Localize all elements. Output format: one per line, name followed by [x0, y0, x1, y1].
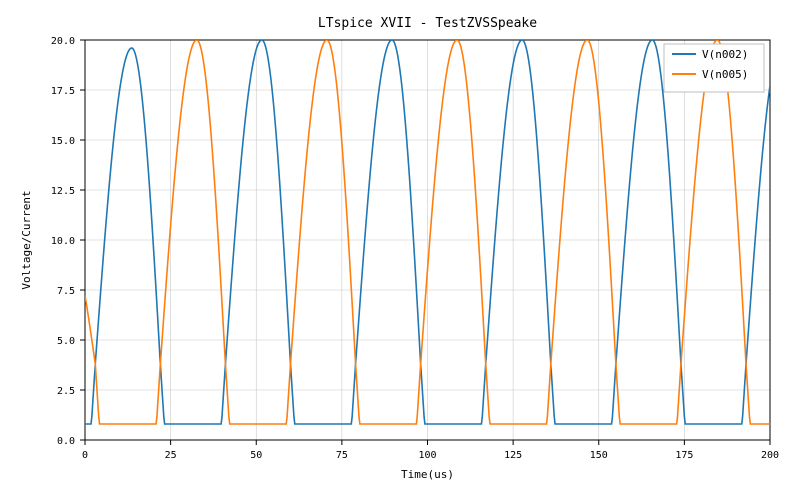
xtick-label: 0: [82, 450, 88, 461]
line-chart: 0 25 50 75 100 125 150 175 200 0.0 2.5 5.0 7.5 10.0 12…: [0, 0, 800, 500]
chart-container: { "chart": { "type": "line", "title": "L…: [0, 0, 800, 500]
ytick-label: 2.5: [57, 386, 75, 397]
ytick-label: 10.0: [51, 236, 75, 247]
legend-label: V(n002): [702, 48, 748, 61]
ytick-label: 17.5: [51, 86, 75, 97]
ytick-label: 7.5: [57, 286, 75, 297]
ytick-label: 20.0: [51, 36, 75, 47]
legend-label: V(n005): [702, 68, 748, 81]
xlabel: Time(us): [401, 468, 454, 481]
xtick-label: 75: [336, 450, 348, 461]
ytick-label: 12.5: [51, 186, 75, 197]
xtick-label: 175: [675, 450, 693, 461]
ytick-label: 5.0: [57, 336, 75, 347]
ylabel: Voltage/Current: [20, 190, 33, 289]
ytick-label: 0.0: [57, 436, 75, 447]
chart-title: LTspice XVII - TestZVSSpeake: [318, 16, 537, 31]
xtick-label: 25: [165, 450, 177, 461]
xtick-label: 150: [590, 450, 608, 461]
xtick-label: 125: [504, 450, 522, 461]
xtick-label: 100: [418, 450, 436, 461]
xtick-label: 50: [250, 450, 262, 461]
xtick-label: 200: [761, 450, 779, 461]
ytick-label: 15.0: [51, 136, 75, 147]
